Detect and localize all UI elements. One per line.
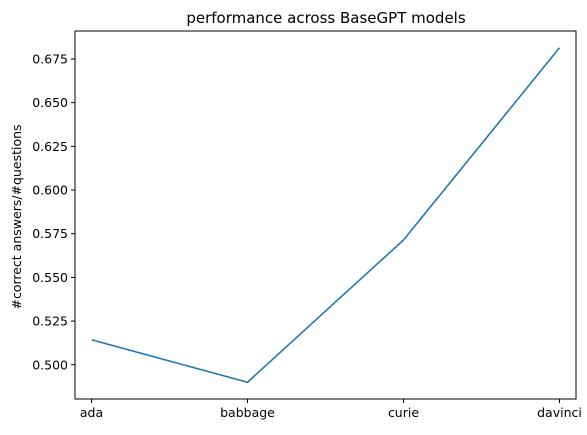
x-axis: ada babbage curie davinci	[80, 399, 582, 420]
plot-frame	[74, 30, 577, 400]
series-group	[91, 47, 561, 384]
y-axis-label: #correct answers/#questions	[9, 124, 24, 309]
y-tick-label: 0.575	[32, 226, 68, 241]
y-tick-label: 0.525	[32, 314, 68, 329]
y-tick-label: 0.600	[32, 183, 68, 198]
series-line	[91, 47, 561, 384]
y-tick-label: 0.550	[32, 270, 68, 285]
x-tick-label-ada: ada	[80, 405, 103, 420]
x-tick-label-curie: curie	[388, 405, 419, 420]
y-tick-label: 0.650	[32, 95, 68, 110]
y-tick-label: 0.675	[32, 51, 68, 66]
y-axis: 0.500 0.525 0.550 0.575 0.600 0.625 0.650 0.675	[32, 51, 75, 372]
y-tick-label: 0.500	[32, 357, 68, 372]
y-tick-label: 0.625	[32, 139, 68, 154]
chart-title: performance across BaseGPT models	[186, 9, 466, 27]
x-tick-label-davinci: davinci	[537, 405, 582, 420]
x-tick-label-babbage: babbage	[220, 405, 275, 420]
